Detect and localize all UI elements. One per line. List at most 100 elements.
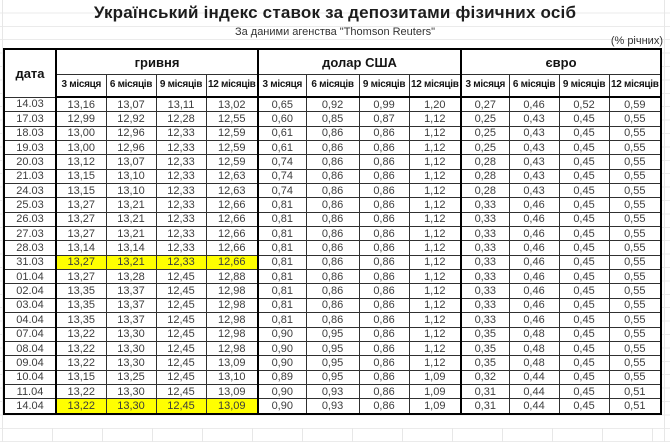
usd-rate-cell: 0,86: [305, 140, 360, 156]
uah-rate-cell: 12,66: [205, 211, 260, 228]
eur-rate-cell: 0,55: [608, 340, 662, 357]
eur-rate-cell: 0,43: [508, 154, 560, 170]
usd-rate-cell: 0,86: [358, 211, 410, 228]
usd-rate-cell: 1,09: [408, 369, 463, 385]
eur-rate-cell: 0,45: [558, 369, 610, 385]
usd-rate-cell: 0,86: [358, 383, 410, 400]
uah-rate-cell: 12,96: [105, 140, 157, 156]
uah-rate-cell: 13,10: [205, 369, 260, 385]
usd-rate-cell: 0,81: [257, 254, 307, 271]
eur-rate-cell: 0,46: [508, 297, 560, 314]
date-cell: 17.03: [3, 111, 57, 127]
usd-rate-cell: 0,86: [358, 340, 410, 357]
uah-rate-cell: 13,00: [55, 125, 107, 142]
usd-rate-cell: 0,81: [257, 269, 307, 285]
usd-rate-cell: 1,20: [408, 96, 463, 113]
usd-rate-cell: 0,86: [305, 240, 360, 256]
table-row: 20.03 13,12 13,07 12,33 12,59 0,74 0,86 0,86 1,1…: [3, 154, 662, 170]
uah-rate-cell: 13,27: [55, 197, 107, 213]
usd-rate-cell: 0,81: [257, 240, 307, 256]
date-cell: 04.04: [3, 312, 57, 328]
eur-rate-cell: 0,55: [608, 154, 662, 170]
eur-rate-cell: 0,55: [608, 297, 662, 314]
uah-rate-cell: 13,27: [55, 254, 107, 271]
eur-rate-cell: 0,45: [558, 183, 610, 199]
table-row: 07.04 13,22 13,30 12,45 12,98 0,90 0,95 0,86 1,1…: [3, 326, 662, 342]
uah-rate-cell: 12,96: [105, 125, 157, 142]
usd-rate-cell: 1,12: [408, 269, 463, 285]
eur-rate-cell: 0,33: [460, 269, 510, 285]
date-cell: 18.03: [3, 125, 57, 142]
eur-rate-cell: 0,52: [558, 96, 610, 113]
uah-rate-cell: 12,33: [155, 240, 207, 256]
date-cell: 01.04: [3, 269, 57, 285]
uah-rate-cell: 13,30: [105, 326, 157, 342]
eur-rate-cell: 0,43: [508, 125, 560, 142]
period-header-cell: 6 місяців: [105, 74, 157, 98]
page-subtitle: За даними агенства "Thomson Reuters": [234, 26, 436, 38]
usd-rate-cell: 0,74: [257, 168, 307, 185]
usd-rate-cell: 0,99: [358, 96, 410, 113]
table-row: 10.04 13,15 13,25 12,45 13,10 0,89 0,95 0,86 1,0…: [3, 369, 662, 385]
usd-rate-cell: 1,12: [408, 283, 463, 299]
date-cell: 09.04: [3, 355, 57, 371]
eur-rate-cell: 0,31: [460, 398, 510, 415]
uah-rate-cell: 12,45: [155, 340, 207, 357]
eur-rate-cell: 0,25: [460, 125, 510, 142]
eur-rate-cell: 0,45: [558, 197, 610, 213]
uah-rate-cell: 12,45: [155, 326, 207, 342]
eur-rate-cell: 0,25: [460, 111, 510, 127]
uah-rate-cell: 13,30: [105, 383, 157, 400]
date-cell: 14.03: [3, 96, 57, 113]
usd-rate-cell: 0,65: [257, 96, 307, 113]
background-gridline: [2, 0, 3, 442]
eur-rate-cell: 0,55: [608, 211, 662, 228]
eur-rate-cell: 0,43: [508, 140, 560, 156]
eur-rate-cell: 0,55: [608, 226, 662, 242]
table-row: 28.03 13,14 13,14 12,33 12,66 0,81 0,86 0,86 1,1…: [3, 240, 662, 256]
uah-rate-cell: 13,21: [105, 254, 157, 271]
usd-rate-cell: 0,86: [305, 312, 360, 328]
date-cell: 11.04: [3, 383, 57, 400]
eur-rate-cell: 0,45: [558, 240, 610, 256]
period-header-cell: 12 місяців: [608, 74, 662, 98]
usd-rate-cell: 0,86: [305, 183, 360, 199]
usd-rate-cell: 1,12: [408, 211, 463, 228]
usd-rate-cell: 0,86: [358, 369, 410, 385]
usd-rate-cell: 0,81: [257, 226, 307, 242]
uah-rate-cell: 13,09: [205, 398, 260, 415]
uah-rate-cell: 13,35: [55, 312, 107, 328]
uah-rate-cell: 13,10: [105, 168, 157, 185]
period-header-cell: 3 місяця: [55, 74, 107, 98]
usd-rate-cell: 0,90: [257, 383, 307, 400]
table-row: 18.03 13,00 12,96 12,33 12,59 0,61 0,86 0,86 1,1…: [3, 125, 662, 142]
uah-rate-cell: 12,28: [155, 111, 207, 127]
uah-rate-cell: 13,22: [55, 326, 107, 342]
period-header-cell: 9 місяців: [558, 74, 610, 98]
eur-rate-cell: 0,45: [558, 383, 610, 400]
uah-rate-cell: 13,30: [105, 340, 157, 357]
eur-rate-cell: 0,46: [508, 283, 560, 299]
eur-rate-cell: 0,28: [460, 154, 510, 170]
usd-rate-cell: 1,12: [408, 140, 463, 156]
eur-rate-cell: 0,55: [608, 326, 662, 342]
table-row: 21.03 13,15 13,10 12,33 12,63 0,74 0,86 0,86 1,1…: [3, 168, 662, 185]
date-cell: 25.03: [3, 197, 57, 213]
table-row: 08.04 13,22 13,30 12,45 12,98 0,90 0,95 0,86 1,1…: [3, 340, 662, 357]
eur-rate-cell: 0,43: [508, 183, 560, 199]
usd-rate-cell: 0,90: [257, 326, 307, 342]
table-row: 14.04 13,22 13,30 12,45 13,09 0,90 0,93 0,86 1,0…: [3, 398, 662, 415]
table-row: 19.03 13,00 12,96 12,33 12,59 0,61 0,86 0,86 1,1…: [3, 140, 662, 156]
eur-rate-cell: 0,45: [558, 269, 610, 285]
eur-rate-cell: 0,33: [460, 240, 510, 256]
eur-rate-cell: 0,55: [608, 355, 662, 371]
usd-rate-cell: 0,90: [257, 355, 307, 371]
period-header-cell: 12 місяців: [205, 74, 260, 98]
date-cell: 02.04: [3, 283, 57, 299]
usd-rate-cell: 0,74: [257, 154, 307, 170]
usd-rate-cell: 0,86: [305, 297, 360, 314]
usd-rate-cell: 0,61: [257, 125, 307, 142]
eur-rate-cell: 0,45: [558, 125, 610, 142]
eur-rate-cell: 0,51: [608, 398, 662, 415]
usd-rate-cell: 0,86: [305, 254, 360, 271]
